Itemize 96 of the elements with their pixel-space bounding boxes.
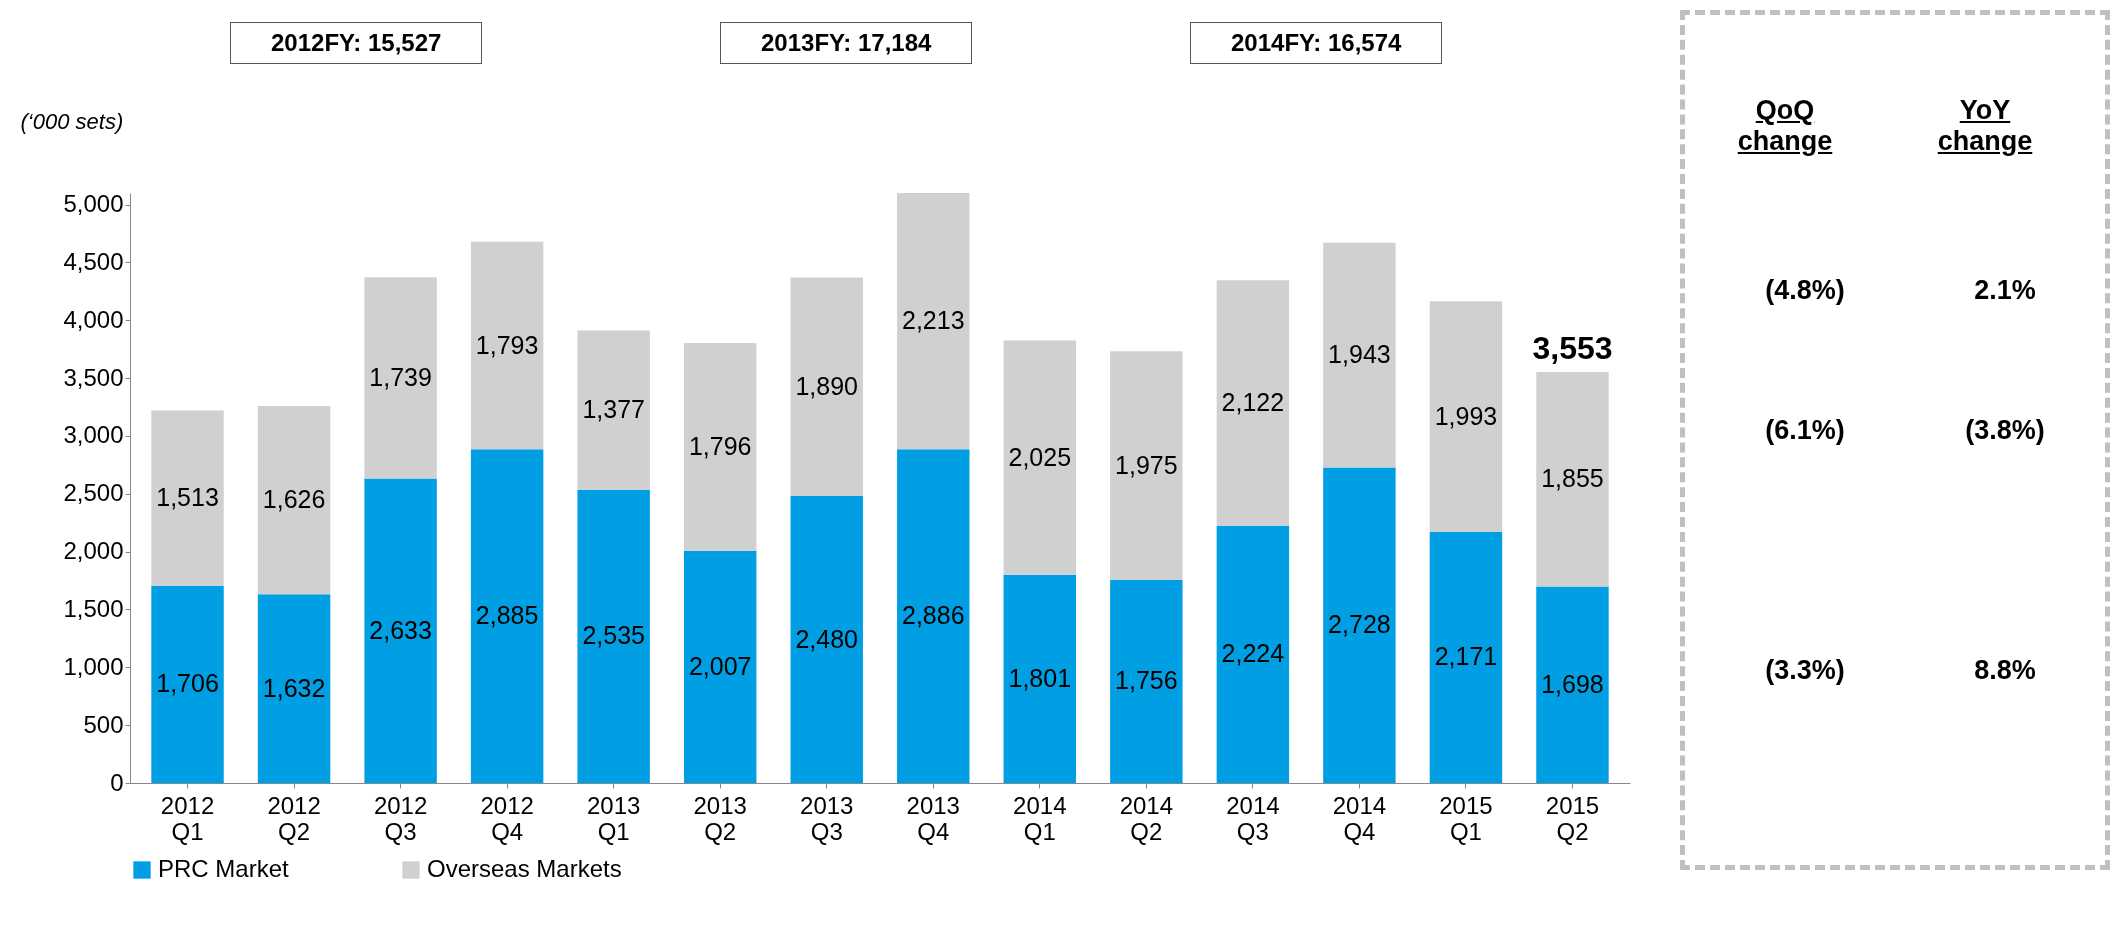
bar bbox=[257, 594, 331, 783]
x-tick-label: 2012 Q3 bbox=[373, 791, 428, 845]
x-tick-label: 2012 Q2 bbox=[267, 791, 321, 845]
data-label: 1,855 bbox=[1541, 464, 1604, 493]
data-label: 1,801 bbox=[1008, 663, 1072, 692]
y-axis-title: (‘000 sets) bbox=[20, 108, 124, 134]
data-label: 2,480 bbox=[795, 624, 859, 653]
data-label: 1,756 bbox=[1115, 666, 1178, 695]
bar bbox=[790, 277, 863, 497]
bar bbox=[1429, 531, 1503, 783]
text: 2013FY: 17,184 bbox=[720, 22, 973, 64]
data-label: 2,535 bbox=[582, 621, 645, 650]
bar bbox=[151, 410, 224, 586]
x-tick-label: 2013 Q2 bbox=[693, 791, 747, 845]
data-label: 2,025 bbox=[1008, 442, 1072, 471]
data-label: 1,739 bbox=[369, 362, 432, 391]
bar bbox=[1536, 586, 1609, 783]
bar bbox=[1429, 301, 1503, 532]
x-tick-label: 2013 Q3 bbox=[800, 791, 854, 845]
x-tick-label: 2014 Q4 bbox=[1332, 791, 1387, 845]
y-tick-label: 4,000 bbox=[63, 305, 124, 333]
y-tick-label: 500 bbox=[83, 710, 124, 738]
bar bbox=[1536, 371, 1609, 587]
bar bbox=[364, 277, 437, 479]
bar bbox=[1110, 579, 1183, 783]
data-label: 1,706 bbox=[156, 669, 219, 698]
data-label: 1,626 bbox=[262, 485, 326, 514]
bar bbox=[897, 449, 970, 783]
x-tick-label: 2013 Q1 bbox=[586, 791, 641, 845]
data-label: 2,224 bbox=[1221, 639, 1285, 668]
bar bbox=[364, 478, 437, 783]
data-label: 1,796 bbox=[688, 431, 752, 460]
bar bbox=[577, 330, 650, 490]
bar bbox=[683, 343, 757, 551]
data-label: 2,886 bbox=[901, 601, 965, 630]
bar bbox=[683, 550, 757, 783]
total-label: 3,553 bbox=[1532, 329, 1613, 366]
y-tick-label: 1,000 bbox=[63, 652, 124, 680]
data-label: 2,728 bbox=[1328, 610, 1391, 639]
y-tick-label: 4,500 bbox=[63, 247, 124, 275]
x-tick-label: 2014 Q2 bbox=[1119, 791, 1174, 845]
data-label: 2,213 bbox=[901, 306, 965, 335]
bar bbox=[577, 489, 650, 783]
data-label: 1,943 bbox=[1328, 340, 1391, 369]
x-tick-label: 2015 Q2 bbox=[1545, 791, 1600, 845]
data-label: 2,885 bbox=[475, 601, 539, 630]
x-tick-label: 2013 Q4 bbox=[906, 791, 960, 845]
text: YoY change bbox=[1936, 95, 2034, 157]
legend-label: PRC Market bbox=[158, 855, 290, 882]
data-label: 1,632 bbox=[262, 673, 326, 702]
y-tick-label: 3,000 bbox=[63, 421, 124, 449]
text: (6.1%) bbox=[1764, 415, 1846, 446]
text: 8.8% bbox=[1973, 655, 2037, 686]
bar bbox=[1216, 525, 1290, 783]
data-label: 1,698 bbox=[1541, 669, 1604, 698]
y-tick-label: 5,000 bbox=[63, 190, 124, 218]
data-label: 1,793 bbox=[475, 330, 539, 359]
data-label: 1,993 bbox=[1434, 401, 1498, 430]
data-label: 1,377 bbox=[582, 395, 645, 424]
y-tick-label: 0 bbox=[110, 768, 124, 796]
bar bbox=[470, 241, 544, 450]
text: 2014FY: 16,574 bbox=[1190, 22, 1443, 64]
text: 2012FY: 15,527 bbox=[230, 22, 483, 64]
text: 2.1% bbox=[1973, 275, 2037, 306]
y-tick-label: 2,000 bbox=[63, 537, 124, 565]
bar bbox=[897, 193, 970, 450]
y-tick-label: 3,500 bbox=[63, 363, 124, 391]
data-label: 2,171 bbox=[1434, 642, 1498, 671]
text: (4.8%) bbox=[1764, 275, 1846, 306]
bar bbox=[1003, 574, 1077, 783]
legend-label: Overseas Markets bbox=[427, 855, 622, 882]
y-tick-label: 1,500 bbox=[63, 594, 124, 622]
bar bbox=[1323, 242, 1396, 468]
x-tick-label: 2015 Q1 bbox=[1439, 791, 1493, 845]
bar bbox=[1110, 351, 1183, 580]
x-tick-label: 2014 Q1 bbox=[1013, 791, 1067, 845]
text: QoQ change bbox=[1736, 95, 1834, 157]
text: (3.3%) bbox=[1764, 655, 1846, 686]
data-label: 2,007 bbox=[688, 651, 752, 680]
data-label: 1,975 bbox=[1115, 450, 1178, 479]
x-tick-label: 2012 Q1 bbox=[160, 791, 215, 845]
bar bbox=[790, 496, 863, 783]
bar bbox=[1003, 340, 1077, 575]
data-label: 2,122 bbox=[1221, 387, 1285, 416]
x-tick-label: 2012 Q4 bbox=[480, 791, 534, 845]
data-label: 1,513 bbox=[156, 483, 219, 512]
x-tick-label: 2014 Q3 bbox=[1226, 791, 1280, 845]
text: (3.8%) bbox=[1964, 415, 2046, 446]
y-tick-label: 2,500 bbox=[63, 479, 124, 507]
data-label: 2,633 bbox=[369, 615, 432, 644]
data-label: 1,890 bbox=[795, 371, 859, 400]
bar bbox=[1216, 280, 1290, 526]
bar bbox=[257, 406, 331, 595]
bar bbox=[1323, 467, 1396, 783]
bar bbox=[470, 449, 544, 783]
bar bbox=[151, 585, 224, 783]
